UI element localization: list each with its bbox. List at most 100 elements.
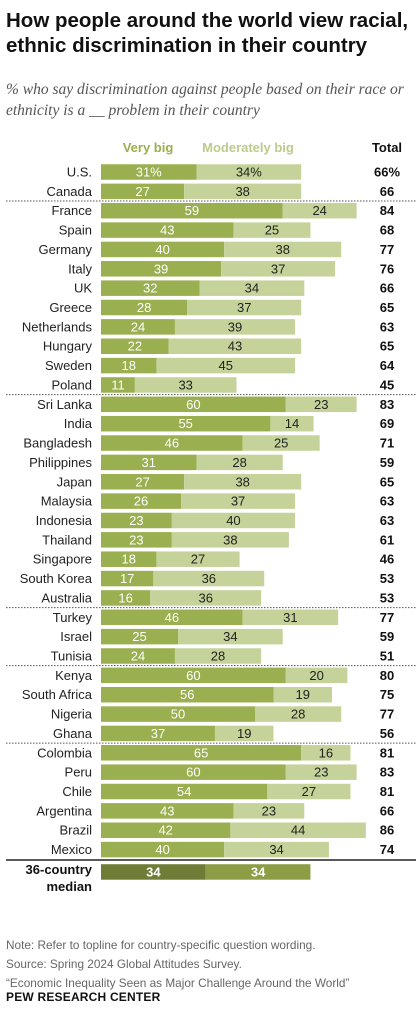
value-label-very-big: 65 bbox=[194, 745, 208, 760]
total-value: 65 bbox=[380, 339, 394, 354]
value-label-moderately-big: 28 bbox=[232, 455, 246, 470]
value-label-very-big: 40 bbox=[155, 242, 169, 257]
total-value: 83 bbox=[380, 765, 394, 780]
value-label-moderately-big: 38 bbox=[235, 184, 249, 199]
country-label: Canada bbox=[46, 184, 92, 199]
country-label: Argentina bbox=[36, 803, 92, 818]
bar-very-big bbox=[101, 551, 157, 567]
total-value: 83 bbox=[380, 397, 394, 412]
value-label-moderately-big: 38 bbox=[275, 242, 289, 257]
value-label-moderately-big: 40 bbox=[226, 513, 240, 528]
bar-moderately-big bbox=[233, 803, 305, 819]
bar-moderately-big bbox=[168, 338, 302, 354]
value-label-very-big: 46 bbox=[165, 436, 179, 451]
bar-very-big bbox=[101, 338, 169, 354]
country-label: Peru bbox=[65, 765, 92, 780]
total-value: 59 bbox=[380, 455, 394, 470]
bar-very-big bbox=[101, 803, 234, 819]
chart-subtitle: % who say discrimination against people … bbox=[6, 81, 404, 119]
value-label-very-big: 18 bbox=[121, 358, 135, 373]
value-label-moderately-big: 27 bbox=[302, 784, 316, 799]
value-label-very-big: 27 bbox=[135, 474, 149, 489]
value-label-moderately-big: 23 bbox=[262, 803, 276, 818]
report-title: “Economic Inequality Seen as Major Chall… bbox=[6, 976, 350, 990]
bar-very-big bbox=[101, 590, 151, 606]
country-label: Israel bbox=[60, 629, 92, 644]
country-label: Turkey bbox=[53, 610, 93, 625]
bar-very-big bbox=[101, 841, 225, 858]
country-label: Netherlands bbox=[22, 319, 93, 334]
country-label: Chile bbox=[62, 784, 92, 799]
value-label-moderately-big: 33 bbox=[178, 377, 192, 392]
country-label: Indonesia bbox=[36, 513, 93, 528]
total-value: 77 bbox=[380, 242, 394, 257]
country-label: Greece bbox=[49, 300, 92, 315]
bar-very-big bbox=[101, 222, 234, 238]
median-label-line1: 36-country bbox=[26, 862, 93, 877]
value-label-moderately-big: 38 bbox=[223, 532, 237, 547]
value-label-moderately-big: 28 bbox=[211, 649, 225, 664]
bar-moderately-big bbox=[230, 822, 366, 838]
country-label: Japan bbox=[57, 474, 92, 489]
total-value: 61 bbox=[380, 532, 394, 547]
value-label-very-big: 27 bbox=[135, 184, 149, 199]
bar-very-big bbox=[101, 299, 188, 316]
bar-very-big bbox=[101, 415, 271, 432]
total-value: 63 bbox=[380, 513, 394, 528]
bar-moderately-big bbox=[171, 512, 296, 529]
bar-moderately-big bbox=[214, 725, 274, 742]
value-label-moderately-big: 23 bbox=[314, 397, 328, 412]
value-label-moderately-big: 19 bbox=[296, 687, 310, 702]
bar-moderately-big bbox=[150, 590, 262, 606]
country-label: Singapore bbox=[33, 552, 92, 567]
bar-very-big bbox=[101, 783, 268, 800]
median-label-line2: median bbox=[46, 879, 92, 894]
value-label-very-big: 56 bbox=[180, 687, 194, 702]
value-label-moderately-big: 36 bbox=[198, 590, 212, 605]
value-label-very-big: 22 bbox=[128, 339, 142, 354]
bar-moderately-big bbox=[187, 299, 302, 316]
value-label-moderately-big: 31 bbox=[283, 610, 297, 625]
bar-moderately-big bbox=[181, 493, 296, 509]
country-label: Colombia bbox=[37, 745, 93, 760]
bar-moderately-big bbox=[171, 532, 289, 548]
bar-moderately-big bbox=[267, 783, 351, 800]
value-label-moderately-big: 37 bbox=[231, 494, 245, 509]
value-label-moderately-big: 44 bbox=[291, 823, 305, 838]
bar-very-big bbox=[101, 686, 274, 703]
note-text: Note: Refer to topline for country-speci… bbox=[6, 938, 316, 952]
country-label: Mexico bbox=[51, 842, 92, 857]
total-value: 63 bbox=[380, 494, 394, 509]
bar-moderately-big bbox=[233, 222, 311, 238]
bar-very-big bbox=[101, 357, 157, 374]
country-label: Thailand bbox=[42, 532, 92, 547]
total-value: 69 bbox=[380, 416, 394, 431]
value-label-moderately-big: 36 bbox=[202, 571, 216, 586]
country-label: Philippines bbox=[29, 455, 92, 470]
median-value-very-big: 34 bbox=[146, 864, 161, 879]
value-label-very-big: 42 bbox=[158, 823, 172, 838]
country-label: Brazil bbox=[59, 823, 92, 838]
total-value: 66 bbox=[380, 803, 394, 818]
legend-very-big: Very big bbox=[123, 140, 174, 155]
chart-notes: Note: Refer to topline for country-speci… bbox=[6, 936, 418, 993]
median-bar-very-big bbox=[101, 864, 206, 880]
value-label-very-big: 55 bbox=[178, 416, 192, 431]
total-value: 66 bbox=[380, 184, 394, 199]
value-label-moderately-big: 14 bbox=[285, 416, 299, 431]
value-label-moderately-big: 25 bbox=[274, 436, 288, 451]
total-value: 46 bbox=[380, 552, 394, 567]
bar-very-big bbox=[101, 377, 135, 393]
bar-very-big bbox=[101, 745, 302, 761]
bar-moderately-big bbox=[255, 706, 342, 722]
total-value: 51 bbox=[380, 649, 394, 664]
country-label: U.S. bbox=[67, 165, 92, 180]
value-label-moderately-big: 34% bbox=[236, 165, 262, 180]
value-label-very-big: 43 bbox=[160, 803, 174, 818]
bar-moderately-big bbox=[285, 667, 348, 684]
value-label-moderately-big: 34 bbox=[223, 629, 237, 644]
bar-moderately-big bbox=[196, 454, 283, 471]
country-label: South Korea bbox=[20, 571, 93, 586]
country-label: Tunisia bbox=[51, 649, 93, 664]
total-value: 53 bbox=[380, 590, 394, 605]
